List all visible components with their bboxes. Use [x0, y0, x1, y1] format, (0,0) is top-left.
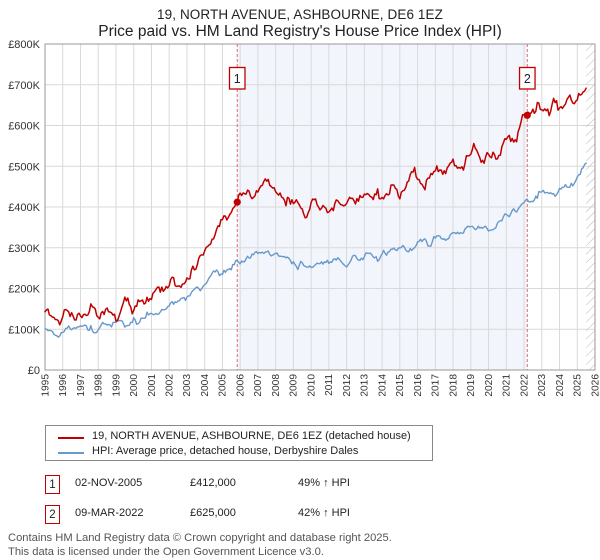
svg-text:£500K: £500K [8, 161, 40, 173]
svg-text:2: 2 [524, 72, 531, 86]
svg-text:2018: 2018 [448, 374, 459, 397]
svg-text:2019: 2019 [466, 374, 477, 397]
svg-text:£300K: £300K [8, 243, 40, 255]
svg-text:2017: 2017 [431, 374, 442, 397]
svg-text:2005: 2005 [218, 374, 229, 397]
svg-text:2015: 2015 [395, 374, 406, 397]
svg-text:1999: 1999 [111, 374, 122, 397]
svg-text:2026: 2026 [590, 374, 600, 397]
svg-text:2014: 2014 [377, 374, 388, 397]
svg-text:£600K: £600K [8, 121, 40, 133]
svg-text:2003: 2003 [182, 374, 193, 397]
svg-text:2011: 2011 [324, 374, 335, 396]
svg-text:£400K: £400K [8, 202, 40, 214]
svg-text:1: 1 [234, 72, 241, 86]
svg-text:2008: 2008 [271, 374, 282, 397]
svg-text:£100K: £100K [8, 324, 40, 336]
svg-text:2025: 2025 [573, 374, 584, 397]
svg-text:2023: 2023 [537, 374, 548, 397]
svg-text:2016: 2016 [413, 374, 424, 397]
svg-text:2024: 2024 [555, 374, 566, 397]
svg-text:2021: 2021 [502, 374, 513, 397]
svg-text:2000: 2000 [129, 374, 140, 397]
svg-text:£800K: £800K [8, 39, 40, 51]
svg-text:2009: 2009 [289, 374, 300, 397]
svg-text:2006: 2006 [235, 374, 246, 397]
svg-text:£200K: £200K [8, 284, 40, 296]
svg-text:2010: 2010 [306, 374, 317, 397]
svg-text:1996: 1996 [58, 374, 69, 397]
svg-text:2020: 2020 [484, 374, 495, 397]
svg-text:2004: 2004 [200, 374, 211, 397]
svg-text:1995: 1995 [40, 374, 51, 397]
svg-text:2013: 2013 [360, 374, 371, 397]
svg-text:2002: 2002 [164, 374, 175, 397]
svg-text:2012: 2012 [342, 374, 353, 397]
svg-text:2022: 2022 [519, 374, 530, 397]
svg-text:2007: 2007 [253, 374, 264, 397]
svg-text:1997: 1997 [76, 374, 87, 397]
svg-text:1998: 1998 [94, 374, 105, 397]
svg-text:£0: £0 [28, 365, 40, 377]
svg-text:2001: 2001 [147, 374, 158, 397]
svg-text:£700K: £700K [8, 80, 40, 92]
